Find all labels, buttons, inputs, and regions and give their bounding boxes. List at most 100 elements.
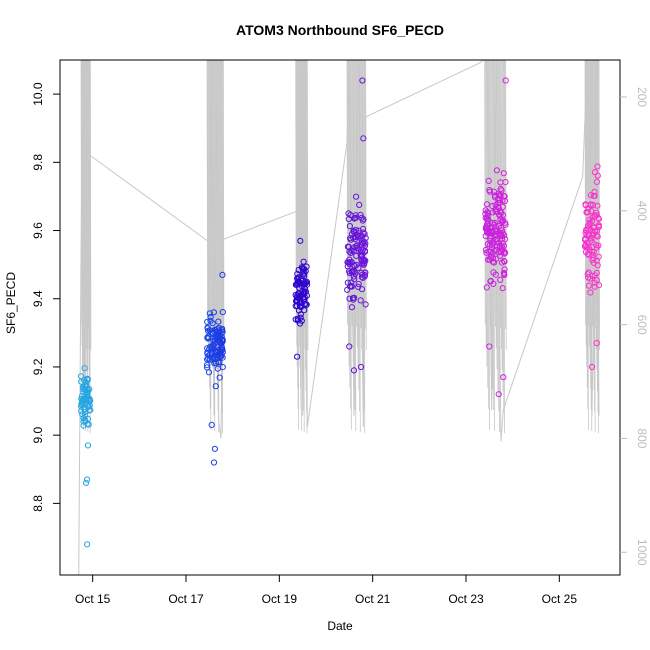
data-point: [589, 248, 596, 255]
data-point: [216, 374, 223, 381]
altitude-profile-line: [589, 60, 591, 368]
data-point: [83, 479, 90, 486]
data-point: [586, 216, 593, 223]
data-point: [486, 187, 493, 194]
data-point: [498, 259, 506, 266]
altitude-profile-line: [349, 60, 351, 409]
data-point: [81, 365, 88, 372]
data-point: [362, 269, 369, 276]
data-point: [356, 233, 363, 240]
data-point: [490, 255, 497, 262]
data-point: [502, 221, 509, 228]
data-point: [593, 257, 600, 264]
altitude-profile-line: [585, 60, 588, 367]
altitude-profile-line: [362, 60, 364, 392]
data-point: [584, 230, 591, 238]
data-point: [303, 263, 310, 270]
data-point: [359, 233, 366, 240]
altitude-profile-line: [219, 60, 221, 350]
data-point: [298, 317, 305, 324]
data-point: [362, 301, 369, 308]
data-point: [79, 411, 86, 418]
data-point: [345, 210, 352, 217]
altitude-profile-line: [215, 60, 217, 348]
data-point: [80, 418, 87, 425]
altitude-profile-line: [590, 60, 593, 432]
data-point: [587, 289, 594, 296]
data-point: [362, 240, 369, 247]
altitude-profile-line: [301, 60, 304, 370]
data-point: [210, 459, 218, 466]
data-point: [297, 237, 304, 244]
data-point: [593, 242, 600, 249]
data-point: [489, 202, 496, 210]
data-point: [86, 402, 93, 409]
data-point: [495, 391, 502, 398]
altitude-profile-line: [299, 60, 302, 410]
altitude-profile-line: [348, 60, 351, 388]
data-point: [79, 397, 86, 404]
y-axis-label: SF6_PECD: [4, 272, 18, 334]
data-point: [351, 294, 358, 301]
y-tick-label: 9.2: [31, 358, 45, 375]
altitude-profile-line: [209, 60, 212, 430]
data-point: [585, 269, 592, 276]
data-point: [591, 279, 598, 286]
x-tick-label: Oct 15: [75, 592, 111, 606]
data-point: [587, 275, 594, 282]
altitude-profile-line: [82, 60, 84, 430]
data-point: [495, 222, 503, 229]
altitude-profile-line: [490, 60, 492, 347]
data-point: [351, 262, 358, 270]
data-point: [593, 212, 600, 219]
data-point: [492, 226, 499, 233]
altitude-profile-line: [207, 60, 209, 346]
data-point: [589, 251, 596, 259]
y-tick-label: 9.0: [31, 427, 45, 444]
data-point: [219, 271, 226, 278]
data-point: [589, 239, 596, 246]
data-point: [207, 313, 214, 321]
y2-tick-label: 800: [635, 428, 649, 448]
data-point: [82, 386, 89, 393]
data-point: [211, 445, 218, 452]
altitude-profile-line: [89, 60, 91, 434]
data-point: [584, 209, 591, 216]
altitude-profile-line: [350, 60, 352, 430]
data-point: [585, 282, 593, 289]
altitude-profile-line: [364, 60, 366, 330]
altitude-profile-line: [351, 60, 354, 347]
altitude-profile-line: [304, 60, 307, 371]
data-point: [346, 256, 353, 263]
data-point: [299, 290, 306, 297]
data-point: [482, 207, 489, 214]
altitude-profile-line: [486, 60, 489, 388]
data-point: [485, 177, 492, 184]
data-point: [583, 244, 591, 251]
altitude-profile-line: [297, 60, 299, 409]
data-point: [500, 170, 507, 177]
data-point: [501, 266, 508, 273]
data-point: [500, 374, 507, 381]
data-point: [593, 340, 600, 347]
altitude-profile-line: [306, 60, 308, 434]
altitude-profile-line: [86, 60, 89, 433]
data-point: [492, 230, 499, 237]
data-point: [218, 351, 225, 358]
data-point: [294, 317, 301, 324]
data-point: [591, 228, 599, 235]
data-point: [497, 276, 504, 283]
data-point: [217, 348, 224, 355]
altitude-profile-line: [297, 60, 300, 430]
data-point: [591, 272, 599, 279]
plot-frame: [59, 59, 621, 576]
data-point: [351, 244, 358, 251]
data-point: [292, 302, 299, 310]
data-point: [496, 211, 503, 218]
altitude-profile-line: [584, 60, 586, 325]
data-point: [502, 77, 509, 84]
altitude-profile-line: [214, 60, 216, 327]
data-point: [358, 286, 366, 293]
data-point: [348, 282, 355, 290]
data-point: [353, 214, 360, 221]
